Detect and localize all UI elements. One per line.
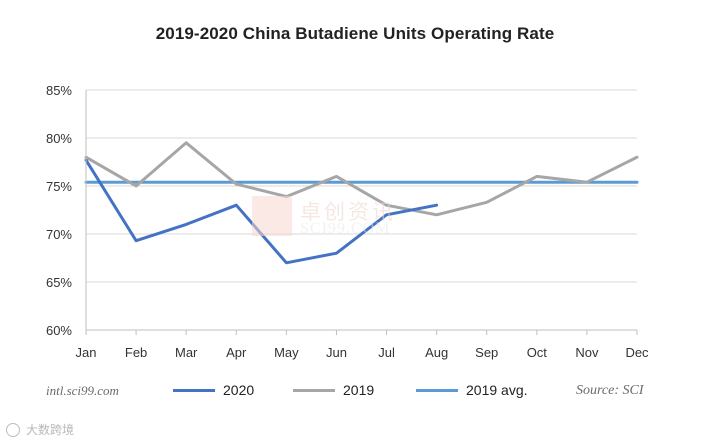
corner-watermark-text: 大数跨境: [26, 423, 75, 437]
series-line-2019: [84, 141, 639, 217]
legend-swatch-2019-avg: [416, 388, 458, 392]
legend: 2020 2019 2019 avg.: [0, 382, 710, 404]
x-tick-label: Dec: [625, 345, 649, 360]
x-tick-label: Sep: [475, 345, 498, 360]
y-tick-label: 60%: [46, 323, 72, 338]
y-tick-label: 85%: [46, 83, 72, 98]
legend-label-2020: 2020: [223, 382, 255, 398]
legend-swatch-2020: [173, 388, 215, 392]
y-tick-label: 65%: [46, 275, 72, 290]
y-tick-label: 70%: [46, 227, 72, 242]
legend-label-2019: 2019: [343, 382, 375, 398]
center-watermark: 卓创资讯 SCI99.COM: [252, 196, 452, 240]
x-tick-label: Jun: [326, 345, 347, 360]
y-tick-label: 75%: [46, 179, 72, 194]
y-tick-label: 80%: [46, 131, 72, 146]
x-tick-label: Jul: [378, 345, 395, 360]
legend-swatch-2019: [293, 388, 335, 392]
x-tick-label: Mar: [175, 345, 198, 360]
x-tick-label: Nov: [575, 345, 599, 360]
x-tick-label: Jan: [76, 345, 97, 360]
footer-source: Source: SCI: [576, 383, 644, 398]
footer-website: intl.sci99.com: [46, 383, 119, 398]
grid-layer: [86, 89, 637, 283]
legend-label-2019-avg: 2019 avg.: [466, 382, 528, 398]
x-tick-label: Apr: [226, 345, 247, 360]
legend-item-2019: 2019: [293, 382, 374, 398]
watermark-logo-icon: [252, 196, 292, 236]
x-tick-label: Oct: [527, 345, 548, 360]
x-tick-label: Feb: [125, 345, 147, 360]
corner-logo-icon: [6, 422, 20, 437]
chart-title: 2019-2020 China Butadiene Units Operatin…: [155, 24, 555, 43]
x-tick-label: Aug: [425, 345, 448, 360]
watermark-en-text: SCI99.COM: [300, 220, 391, 237]
legend-item-2019-avg: 2019 avg.: [416, 382, 528, 398]
watermark-cn-text: 卓创资讯: [300, 201, 396, 224]
legend-item-2020: 2020: [173, 382, 254, 398]
x-tick-label: May: [274, 345, 299, 360]
axis-layer: 60% 65% 70% 75% 80% 85% Jan Feb Mar Apr May Jun Jul A…: [46, 83, 649, 360]
corner-watermark: 大数跨境: [6, 421, 74, 438]
